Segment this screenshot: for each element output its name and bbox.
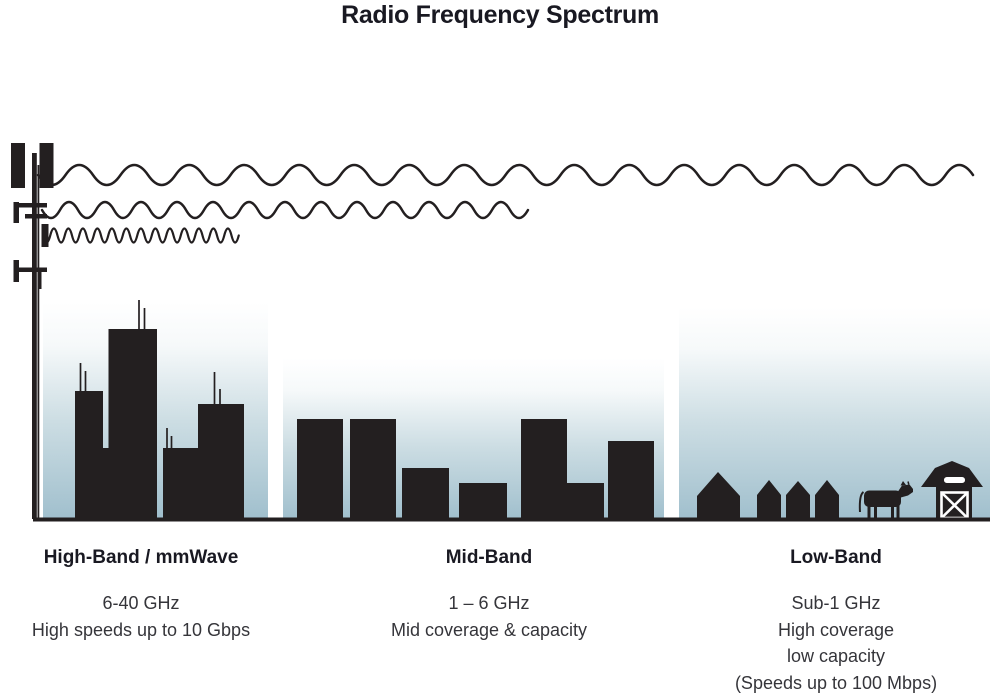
- medium-wave-icon: [40, 200, 530, 220]
- barn-vent: [944, 477, 965, 483]
- city-skyline: [75, 300, 244, 520]
- ground-line: [33, 517, 990, 522]
- low-band-capacity: low capacity: [786, 646, 886, 666]
- suburban-houses: [697, 472, 839, 520]
- mid-band-frequency: 1 – 6 GHz: [448, 593, 530, 613]
- band-label-high: High-Band / mmWave 6-40 GHz High speeds …: [21, 547, 261, 643]
- barn-icon: [921, 461, 983, 520]
- short-wave-icon: [41, 227, 240, 244]
- high-band-heading: High-Band / mmWave: [43, 547, 239, 568]
- cell-tower-icon: [11, 143, 54, 519]
- low-band-frequency: Sub-1 GHz: [791, 593, 881, 613]
- long-wave-icon: [36, 163, 975, 187]
- low-band-coverage: High coverage: [777, 619, 895, 640]
- mid-band-heading: Mid-Band: [445, 547, 533, 568]
- cow-icon: [858, 481, 913, 519]
- band-label-low: Low-Band Sub-1 GHz High coverage low cap…: [706, 547, 966, 696]
- midrise-buildings: [297, 419, 654, 520]
- rooftop-antennas: [79, 300, 221, 449]
- low-band-heading: Low-Band: [790, 547, 882, 568]
- high-band-frequency: 6-40 GHz: [102, 593, 180, 613]
- low-band-speed: (Speeds up to 100 Mbps): [734, 672, 938, 693]
- high-band-description: High speeds up to 10 Gbps: [31, 619, 251, 640]
- band-label-mid: Mid-Band 1 – 6 GHz Mid coverage & capaci…: [369, 547, 609, 643]
- diagram-title: Radio Frequency Spectrum: [341, 1, 659, 29]
- mid-band-description: Mid coverage & capacity: [390, 619, 588, 640]
